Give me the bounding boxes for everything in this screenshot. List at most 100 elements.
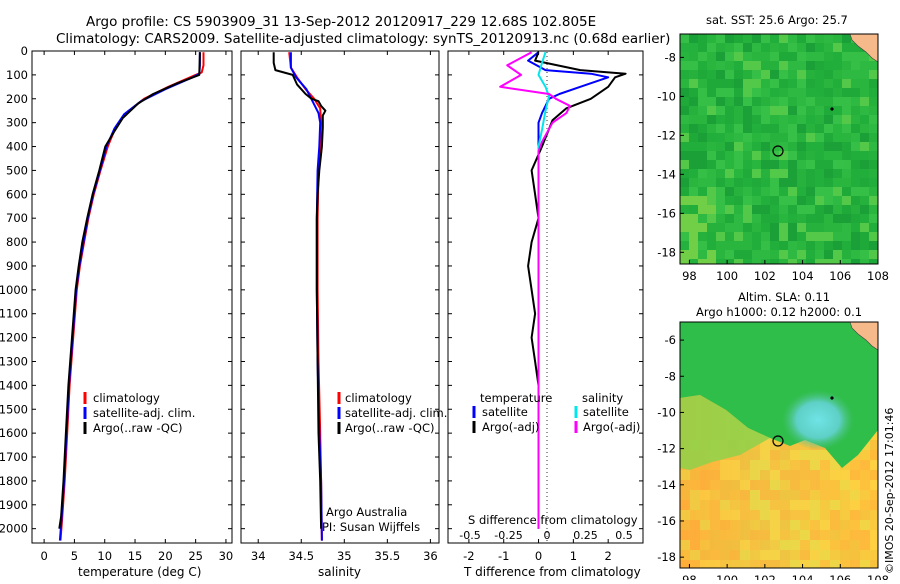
sla-cell bbox=[810, 450, 820, 460]
sst-cell bbox=[716, 115, 725, 124]
sst-cell bbox=[770, 124, 779, 133]
sst-cell bbox=[689, 232, 698, 241]
sst-cell bbox=[743, 133, 752, 142]
x-tick-label: 2 bbox=[605, 549, 612, 563]
sla-cell bbox=[820, 470, 830, 480]
sst-cell bbox=[806, 142, 815, 151]
sst-cell bbox=[761, 61, 770, 70]
sst-cell bbox=[716, 52, 725, 61]
sst-cell bbox=[752, 151, 761, 160]
sla-cell bbox=[860, 530, 870, 540]
sst-cell bbox=[770, 214, 779, 223]
legend-title-salinity: salinity bbox=[582, 391, 623, 405]
sst-cell bbox=[698, 232, 707, 241]
sst-cell bbox=[725, 61, 734, 70]
sst-cell bbox=[788, 241, 797, 250]
sst-cell bbox=[779, 97, 788, 106]
sst-cell bbox=[797, 250, 806, 259]
sst-cell bbox=[824, 160, 833, 169]
sst-cell bbox=[824, 70, 833, 79]
sla-cell bbox=[750, 520, 760, 530]
sla-cell bbox=[750, 450, 760, 460]
sst-cell bbox=[860, 79, 869, 88]
map-y-tick-label: -8 bbox=[665, 369, 676, 383]
argo-location-marker bbox=[772, 145, 784, 157]
sst-cell bbox=[734, 196, 743, 205]
sla-cell bbox=[750, 510, 760, 520]
sla-cell bbox=[680, 510, 690, 520]
sst-cell bbox=[716, 214, 725, 223]
sla-cell bbox=[840, 510, 850, 520]
sla-cell bbox=[750, 480, 760, 490]
sst-cell bbox=[698, 250, 707, 259]
sla-cell bbox=[850, 540, 860, 550]
sst-cell bbox=[734, 169, 743, 178]
sst-cell bbox=[770, 259, 779, 264]
sla-map-subtitle: Argo h1000: 0.12 h2000: 0.1 bbox=[696, 305, 862, 319]
sst-cell bbox=[815, 97, 824, 106]
imos-timestamp: ©IMOS 20-Sep-2012 17:01:46 bbox=[883, 408, 896, 574]
series-line-satellite bbox=[537, 51, 550, 529]
sst-cell bbox=[761, 70, 770, 79]
sst-cell bbox=[770, 97, 779, 106]
sla-cell bbox=[770, 520, 780, 530]
sst-cell bbox=[779, 52, 788, 61]
sst-cell bbox=[770, 52, 779, 61]
sst-cell bbox=[725, 169, 734, 178]
salinity-lines bbox=[272, 52, 327, 541]
sst-cell bbox=[680, 97, 689, 106]
sst-cell bbox=[815, 106, 824, 115]
sst-cell bbox=[698, 34, 707, 43]
sst-cell bbox=[680, 124, 689, 133]
sst-cell bbox=[752, 169, 761, 178]
sla-cell bbox=[780, 470, 790, 480]
sst-cell bbox=[806, 169, 815, 178]
sst-cell bbox=[698, 124, 707, 133]
sst-cell bbox=[860, 178, 869, 187]
sla-cell bbox=[740, 480, 750, 490]
sst-cell bbox=[725, 106, 734, 115]
sst-cell bbox=[743, 97, 752, 106]
depth-tick-label: 800 bbox=[6, 235, 28, 249]
sla-cell bbox=[760, 520, 770, 530]
sst-cell bbox=[770, 133, 779, 142]
sst-cell bbox=[815, 79, 824, 88]
sla-cell bbox=[700, 560, 710, 568]
sla-cell bbox=[830, 460, 840, 470]
sst-cell bbox=[689, 250, 698, 259]
sla-cell bbox=[720, 470, 730, 480]
sst-cell bbox=[860, 196, 869, 205]
x-tick-label: 35 bbox=[337, 549, 352, 563]
salinity-legend: climatology satellite-adj. clim. Argo(..… bbox=[337, 391, 447, 435]
sst-cell bbox=[761, 124, 770, 133]
sst-cell bbox=[698, 223, 707, 232]
sla-cell bbox=[770, 460, 780, 470]
map-y-tick-label: -18 bbox=[657, 550, 676, 564]
sla-cell bbox=[790, 440, 800, 450]
sst-cell bbox=[770, 88, 779, 97]
sst-cell bbox=[788, 142, 797, 151]
sla-cell bbox=[740, 510, 750, 520]
sst-cell bbox=[815, 187, 824, 196]
sst-cell bbox=[779, 160, 788, 169]
sst-cell bbox=[833, 205, 842, 214]
sst-cell bbox=[851, 205, 860, 214]
sst-cell bbox=[779, 214, 788, 223]
sst-cell bbox=[851, 52, 860, 61]
sla-cell bbox=[750, 550, 760, 560]
sst-cell bbox=[797, 115, 806, 124]
sst-cell bbox=[770, 151, 779, 160]
sst-cell bbox=[716, 232, 725, 241]
depth-axis: 0 100 200 300 400 500 600 700 800 900 1000 1100 1200… bbox=[0, 44, 232, 536]
sst-cell bbox=[815, 52, 824, 61]
sst-cell bbox=[752, 79, 761, 88]
sst-cell bbox=[707, 160, 716, 169]
sst-cell bbox=[734, 232, 743, 241]
sst-cell bbox=[824, 178, 833, 187]
sst-cell bbox=[770, 115, 779, 124]
sst-cell bbox=[815, 259, 824, 264]
sst-cell bbox=[797, 196, 806, 205]
sst-cell bbox=[752, 214, 761, 223]
sst-cell bbox=[698, 196, 707, 205]
x-tick-label: 10 bbox=[97, 549, 112, 563]
